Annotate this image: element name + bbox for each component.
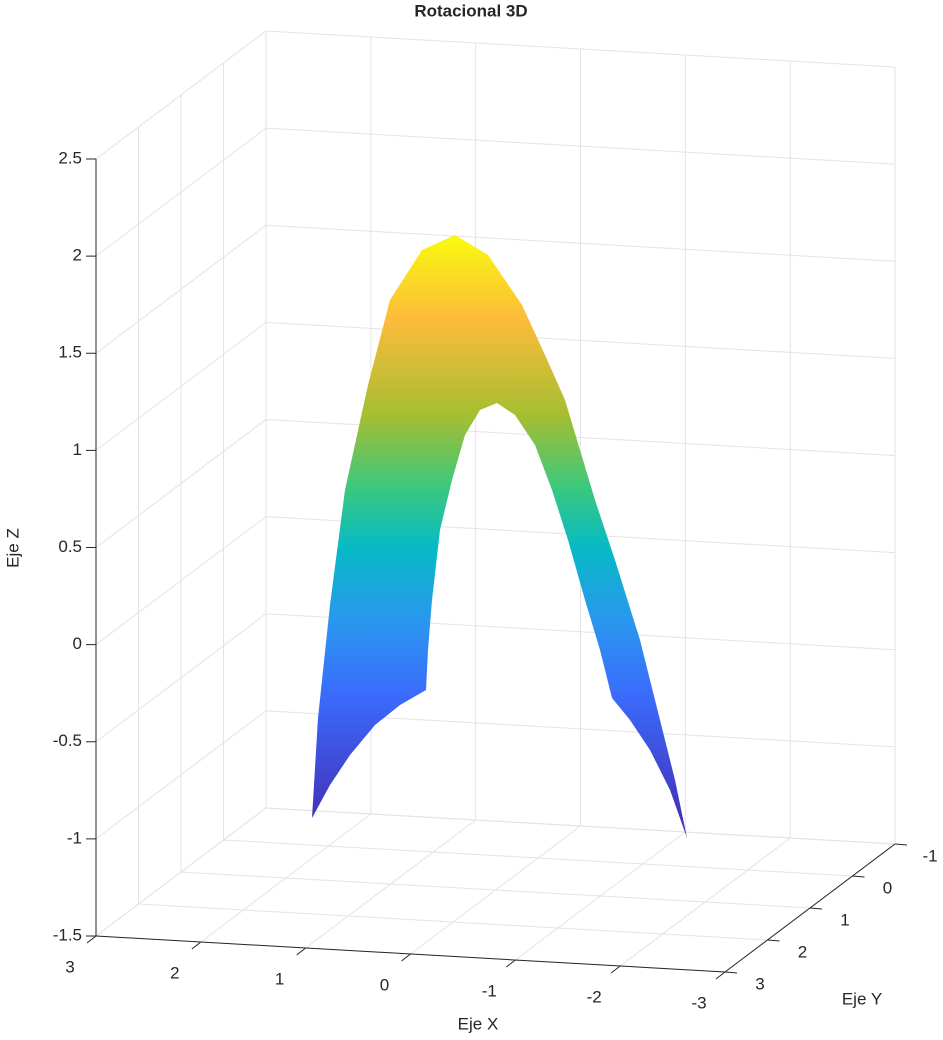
grid-line [138, 903, 768, 941]
grid [95, 30, 896, 973]
x-tick-label: -1 [482, 981, 497, 1000]
x-tick-label: 0 [380, 975, 389, 994]
x-tick [86, 935, 97, 944]
z-axis-label: Eje Z [3, 528, 22, 568]
x-tick [715, 971, 726, 980]
y-tick-label: 1 [840, 910, 849, 929]
z-tick-label: 1.5 [58, 343, 82, 362]
z-tick-label: 2.5 [58, 148, 82, 167]
y-axis-label: Eje Y [842, 989, 882, 1008]
grid-line [223, 839, 853, 877]
y-tick-label: 3 [755, 974, 764, 993]
z-tick-label: -1.5 [53, 925, 82, 944]
z-tick-label: -0.5 [53, 731, 82, 750]
y-tick-label: 2 [798, 942, 807, 961]
y-tick-label: 0 [883, 878, 892, 897]
y-tick-label: -1 [922, 846, 937, 865]
x-tick-label: -3 [691, 993, 706, 1012]
x-tick [296, 947, 306, 956]
grid-line [95, 613, 267, 743]
y-tick [894, 843, 908, 846]
grid-line [95, 224, 267, 354]
grid-line [265, 224, 896, 262]
x-tick-label: 1 [275, 969, 284, 988]
grid-line [95, 710, 267, 840]
y-tick [767, 939, 780, 942]
z-tick-label: 2 [73, 246, 82, 265]
x-tick [401, 953, 411, 962]
x-tick-label: 3 [65, 957, 74, 976]
chart-title: Rotacional 3D [414, 1, 527, 20]
grid-line [95, 321, 267, 451]
grid-line [95, 30, 267, 160]
grid-line [95, 516, 267, 646]
grid-line [95, 419, 267, 548]
grid-line [265, 807, 896, 845]
grid-line [95, 127, 267, 257]
x-tick [506, 959, 516, 968]
z-tick-label: 0.5 [58, 537, 82, 556]
x-tick [610, 965, 621, 974]
y-tick [809, 907, 823, 910]
grid-line [180, 871, 811, 909]
y-tick [852, 875, 865, 878]
z-tick-label: 1 [73, 440, 82, 459]
x-tick-label: 2 [170, 963, 179, 982]
x-axis-label: Eje X [458, 1014, 499, 1033]
grid-line [265, 30, 896, 68]
z-tick-label: -1 [67, 828, 82, 847]
x-tick [191, 941, 202, 950]
surface [312, 235, 687, 838]
grid-line [95, 807, 267, 937]
y-tick [724, 971, 738, 974]
x-tick-label: -2 [587, 987, 602, 1006]
z-tick-label: 0 [73, 634, 82, 653]
grid-line [265, 127, 896, 165]
grid-line [265, 321, 896, 359]
